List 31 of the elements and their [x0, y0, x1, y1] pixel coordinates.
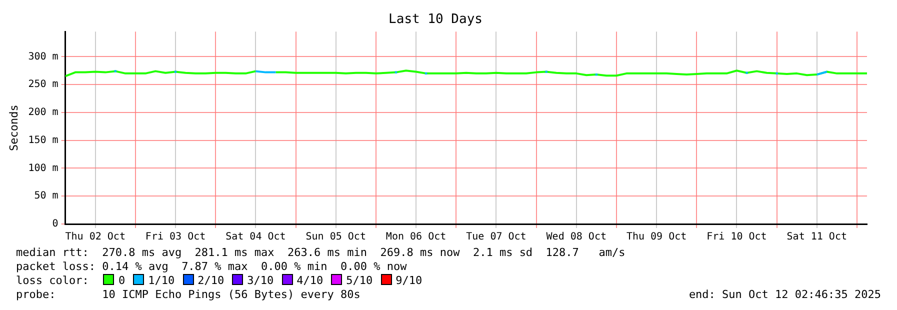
- y-tick-label: 200 m: [28, 107, 58, 118]
- legend-label: 0: [118, 274, 126, 287]
- text: probe: 10 ICMP Echo Pings (56 Bytes) every 80s: [16, 288, 360, 301]
- y-tick-label: 150 m: [28, 134, 58, 146]
- x-tick-label: Wed 08 Oct: [546, 232, 606, 243]
- x-tick-label: Thu 02 Oct: [65, 232, 126, 243]
- y-tick-label: 50 m: [34, 190, 58, 202]
- legend-label: 4/10: [296, 274, 324, 287]
- legend-label: 2/10: [198, 274, 224, 287]
- x-tick-label: Tue 07 Oct: [466, 232, 526, 243]
- y-tick-label: 100 m: [28, 162, 58, 174]
- x-tick-label: Sat 04 Oct: [226, 232, 286, 243]
- text: packet loss: 0.14 % avg 7.87 % max 0.00 % min 0.00 % now: [15, 260, 408, 274]
- legend-title: loss color:: [16, 274, 89, 287]
- y-tick-label: 250 m: [28, 79, 58, 90]
- legend-label: 1/10: [148, 274, 175, 287]
- x-tick-label: Sat 11 Oct: [786, 232, 848, 243]
- legend-label: 3/10: [247, 274, 274, 287]
- legend-label: 9/10: [396, 274, 422, 287]
- legend-label: 5/10: [346, 274, 373, 287]
- chart-title: Last 10 Days: [388, 12, 482, 28]
- y-axis-title: Seconds: [7, 104, 20, 151]
- x-tick-label: Fri 10 Oct: [706, 232, 767, 243]
- text: end: Sun Oct 12 02:46:35 2025: [688, 288, 881, 302]
- x-tick-label: Sun 05 Oct: [306, 232, 366, 243]
- x-tick-label: Fri 03 Oct: [145, 232, 206, 243]
- text: median rtt: 270.8 ms avg 281.1 ms max 263.6 ms min 269.8 ms now 2.1 ms sd 128.7 am/s: [15, 246, 626, 260]
- y-tick-label: 300 m: [28, 51, 58, 62]
- x-tick-label: Thu 09 Oct: [626, 232, 687, 243]
- x-tick-label: Mon 06 Oct: [386, 232, 446, 243]
- y-tick-label: 0: [52, 218, 58, 230]
